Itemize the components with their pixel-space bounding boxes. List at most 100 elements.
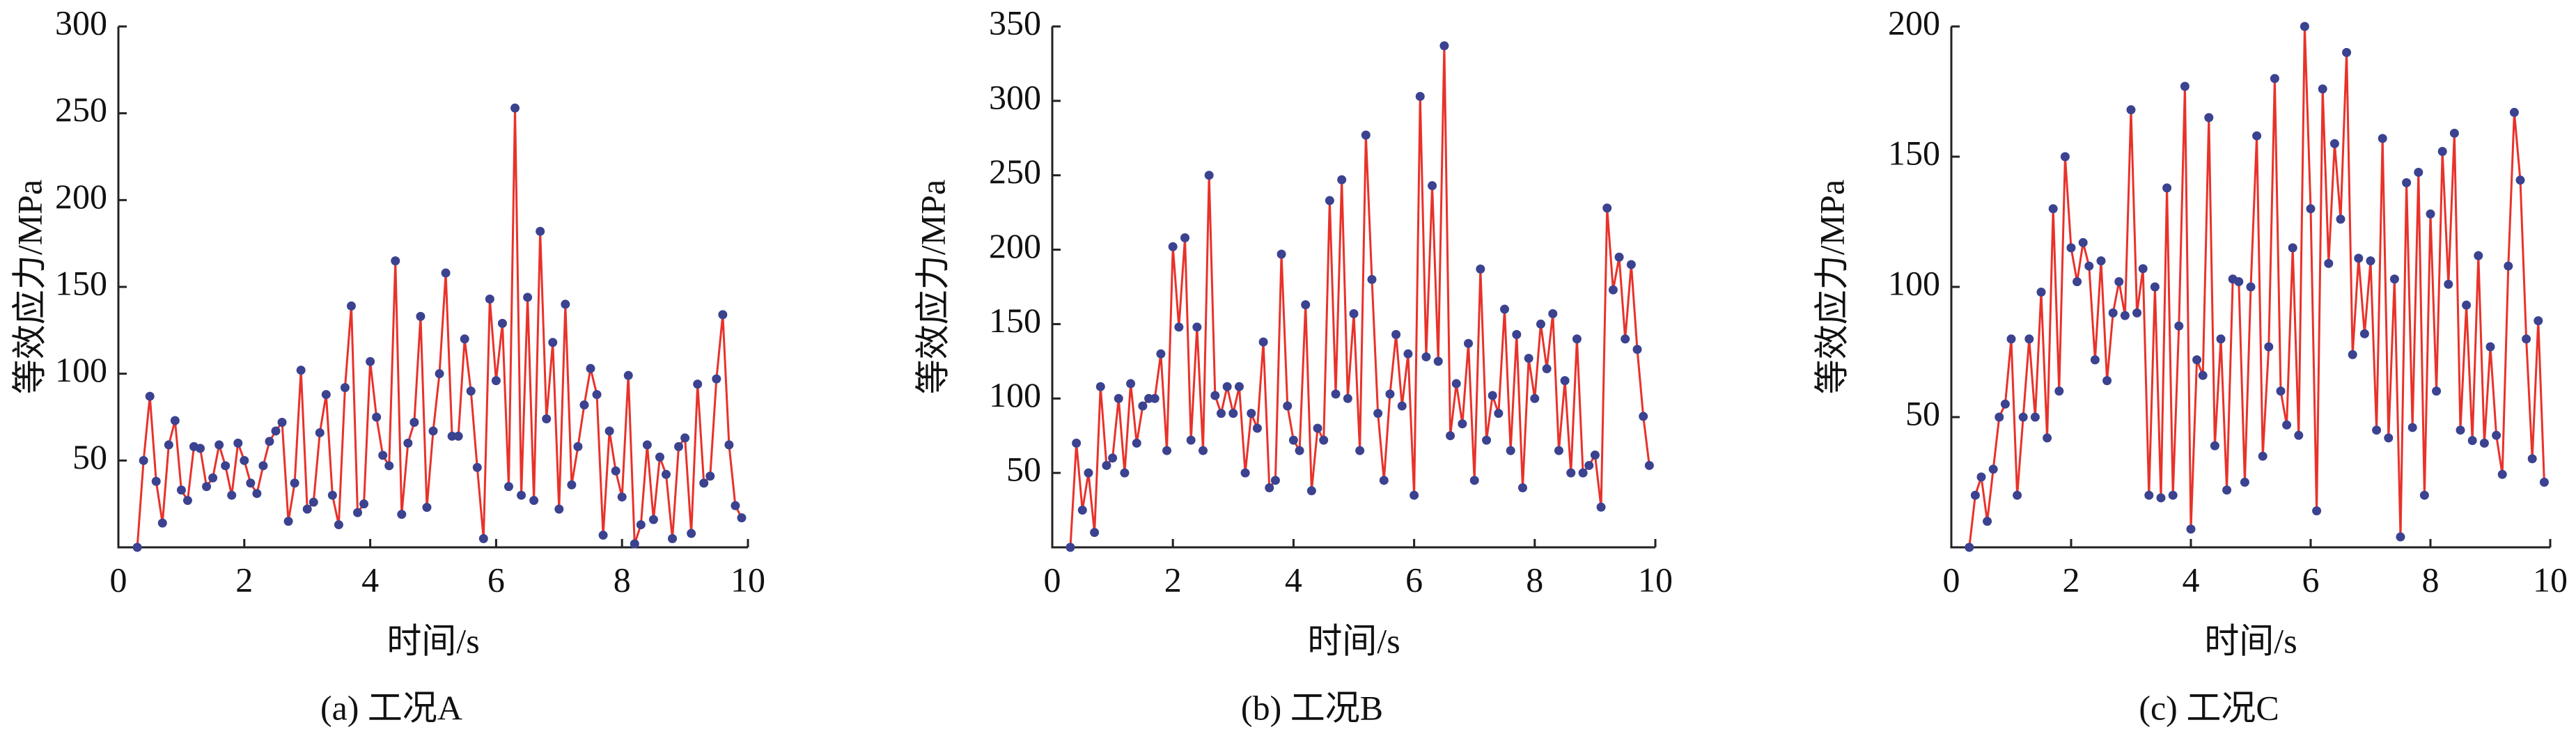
data-point	[428, 426, 438, 436]
data-point	[554, 504, 564, 514]
data-point	[1180, 233, 1190, 242]
data-point	[435, 369, 444, 379]
data-point	[2090, 355, 2100, 365]
data-point	[1072, 438, 1082, 448]
x-axis-label: 时间/s	[1307, 621, 1400, 660]
data-point	[1331, 389, 1341, 399]
data-point	[2539, 478, 2549, 487]
data-point	[2084, 261, 2094, 271]
subplot: 50 100 150 200 250 300 0 2 4 6 8 10 时间/s 等效应力/MPa (a) …	[10, 3, 765, 727]
data-point	[1403, 349, 1413, 359]
data-point	[384, 461, 394, 471]
data-point	[1428, 181, 1437, 191]
data-point	[2444, 279, 2453, 289]
data-point	[1288, 435, 1298, 445]
data-point	[1306, 486, 1316, 496]
data-point	[1596, 502, 1606, 512]
data-point	[573, 441, 583, 451]
x-axis-label: 时间/s	[387, 621, 479, 660]
y-tick-label: 100	[55, 350, 107, 389]
y-tick-label: 50	[1006, 450, 1041, 489]
data-point	[699, 478, 709, 488]
data-point	[2419, 490, 2429, 500]
data-point	[359, 499, 369, 509]
data-line	[1069, 45, 1650, 548]
data-point	[1608, 285, 1618, 295]
data-point	[2204, 113, 2214, 123]
subplot: 50 100 150 200 250 300 350 0 2 4 6 8 10 时间/s 等效应力/MPa (…	[913, 3, 1673, 727]
data-point	[1186, 435, 1196, 445]
data-point	[2372, 425, 2382, 435]
data-point	[1265, 483, 1274, 493]
data-point	[724, 440, 734, 450]
data-point	[2180, 81, 2189, 91]
data-point	[309, 497, 318, 507]
data-point	[1102, 460, 1111, 470]
data-point	[2168, 490, 2178, 500]
data-point	[2270, 74, 2279, 84]
data-point	[2432, 386, 2442, 396]
y-tick-label: 350	[989, 3, 1041, 42]
data-point	[1500, 304, 1509, 314]
data-point	[1216, 409, 1226, 419]
data-point	[1965, 542, 1974, 552]
y-tick-label: 100	[989, 375, 1041, 414]
data-point	[1247, 409, 1256, 419]
data-point	[1270, 476, 1280, 485]
data-point	[397, 510, 407, 519]
data-point	[403, 438, 413, 448]
data-point	[441, 268, 451, 278]
data-point	[202, 482, 212, 492]
data-point	[1542, 364, 1552, 374]
data-point	[1126, 379, 1136, 389]
data-point	[2198, 370, 2208, 380]
data-point	[655, 452, 664, 462]
data-point	[1204, 171, 1214, 180]
data-point	[290, 478, 299, 488]
caption: (a) 工况A	[320, 688, 462, 727]
data-point	[2013, 490, 2022, 500]
data-point	[1349, 308, 1359, 318]
x-tick-label: 2	[235, 560, 253, 599]
data-point	[2252, 131, 2262, 141]
data-point	[2054, 386, 2064, 396]
data-point	[2534, 316, 2543, 326]
x-tick-label: 8	[1526, 560, 1543, 599]
data-point	[718, 310, 728, 320]
data-point	[2312, 506, 2322, 516]
data-point	[2078, 237, 2088, 247]
data-point	[2414, 167, 2423, 177]
data-point	[604, 426, 614, 436]
data-point	[2402, 178, 2412, 187]
data-point	[687, 529, 696, 538]
data-point	[2389, 274, 2399, 284]
data-point	[447, 431, 457, 441]
data-point	[2329, 139, 2339, 148]
data-point	[271, 426, 281, 436]
data-point	[2342, 47, 2352, 57]
data-point	[1983, 517, 1992, 526]
data-point	[2162, 183, 2172, 193]
data-point	[2282, 420, 2292, 430]
data-point	[2485, 342, 2495, 352]
data-point	[2396, 532, 2405, 542]
data-point	[478, 534, 488, 544]
data-point	[208, 473, 218, 483]
data-point	[2318, 84, 2327, 94]
data-point	[1277, 249, 1286, 259]
data-point	[648, 515, 658, 524]
y-tick-label: 200	[1888, 3, 1940, 42]
data-point	[2043, 433, 2052, 443]
data-point	[391, 256, 400, 266]
data-point	[2156, 493, 2166, 503]
data-point	[523, 292, 533, 302]
data-point	[2114, 277, 2124, 287]
data-point	[1632, 345, 1642, 354]
axes	[1051, 26, 1655, 549]
x-tick-label: 0	[1943, 560, 1960, 599]
data-point	[517, 490, 526, 500]
data-point	[2456, 425, 2465, 435]
data-point	[705, 471, 715, 481]
data-point	[2449, 128, 2459, 138]
data-point	[196, 444, 205, 453]
